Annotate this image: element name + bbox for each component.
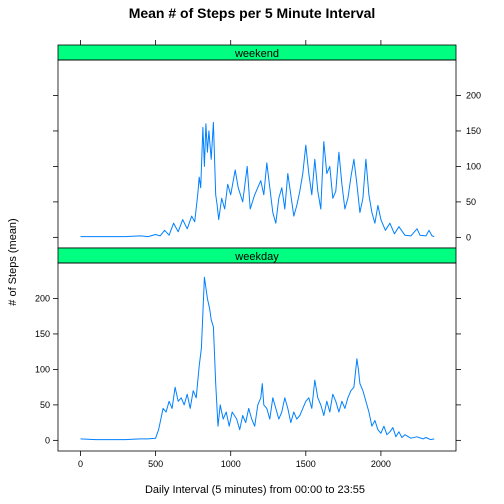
y-tick-label-weekend-50: 50 (466, 197, 476, 207)
panel-frame-weekend (57, 59, 457, 249)
x-tick-label-1500: 1500 (296, 459, 316, 469)
y-tick-label-weekend-0: 0 (466, 232, 471, 242)
series-line-weekday (80, 276, 435, 441)
chart-title: Mean # of Steps per 5 Minute Interval (129, 5, 376, 21)
y-tick-label-weekday-150: 150 (35, 329, 50, 339)
panel-weekend: weekend 0 50 100 150 200 (53, 44, 481, 249)
x-tick-label-0: 0 (78, 459, 83, 469)
y-tick-label-weekday-100: 100 (35, 364, 50, 374)
y-tick-label-weekday-50: 50 (40, 400, 50, 410)
y-tick-label-weekend-150: 150 (466, 126, 481, 136)
strip-label-weekend: weekend (234, 48, 279, 60)
y-tick-label-weekend-100: 100 (466, 161, 481, 171)
y-tick-label-weekend-200: 200 (466, 90, 481, 100)
strip-label-weekday: weekday (234, 251, 279, 263)
panel-weekday: weekday 0 50 100 150 200 (35, 247, 461, 452)
y-tick-label-weekday-200: 200 (35, 293, 50, 303)
series-line-weekend (80, 121, 435, 238)
x-tick-label-1000: 1000 (221, 459, 241, 469)
x-axis: 0 500 1000 1500 2000 (78, 40, 391, 469)
x-tick-label-2000: 2000 (371, 459, 391, 469)
panel-frame-weekday (57, 262, 457, 452)
y-axis-label: # of Steps (mean) (7, 218, 19, 305)
x-axis-label: Daily Interval (5 minutes) from 00:00 to… (145, 484, 365, 496)
y-tick-label-weekday-0: 0 (45, 435, 50, 445)
x-tick-label-500: 500 (148, 459, 163, 469)
